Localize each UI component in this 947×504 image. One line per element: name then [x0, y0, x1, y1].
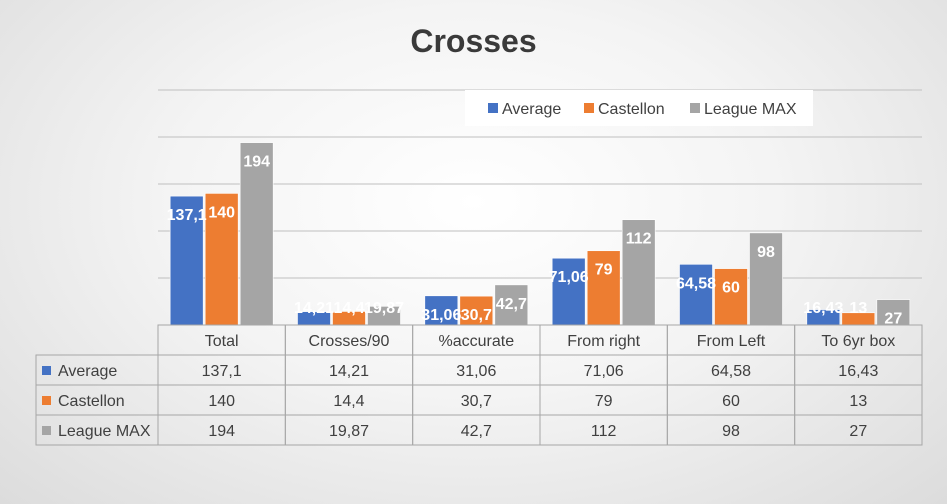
table-series-name: League MAX: [58, 423, 151, 440]
table-legend-key: [42, 366, 51, 375]
data-label: 140: [208, 204, 235, 221]
table-header-label: From right: [567, 333, 640, 350]
legend: Average Castellon League MAX: [465, 90, 813, 126]
table-cell-value: 98: [722, 423, 740, 440]
data-label: 112: [626, 231, 652, 248]
data-label: 16,43: [803, 300, 843, 317]
bar: [714, 268, 748, 326]
bar: [621, 219, 656, 326]
table-legend-key: [42, 426, 51, 435]
bar: [494, 284, 529, 326]
table-header-label: To 6yr box: [821, 333, 895, 350]
data-label: 14,4: [333, 300, 364, 317]
table-cell-value: 71,06: [584, 363, 624, 380]
data-label: 60: [722, 280, 740, 297]
table-legend-key: [42, 396, 51, 405]
legend-swatch: [690, 103, 700, 113]
bars: [169, 142, 911, 326]
table-cell-value: 19,87: [329, 423, 369, 440]
legend-box: [465, 90, 813, 126]
table-cell-value: 14,4: [333, 393, 364, 410]
data-label: 98: [757, 244, 775, 261]
legend-entry: League MAX: [704, 101, 797, 118]
table-cell-value: 13: [849, 393, 867, 410]
bar: [876, 299, 911, 326]
data-label: 194: [243, 154, 270, 171]
data-label: 137,1: [167, 207, 207, 224]
table-cell-value: 194: [208, 423, 235, 440]
table-header-label: %accurate: [439, 333, 515, 350]
table-cell-value: 112: [591, 423, 617, 440]
table-cell-value: 31,06: [456, 363, 496, 380]
bar: [679, 263, 713, 326]
table-cell-value: 64,58: [711, 363, 751, 380]
data-label: 31,06: [421, 307, 461, 324]
table-header-label: Crosses/90: [309, 333, 390, 350]
bar: [551, 257, 586, 326]
legend-swatch: [584, 103, 594, 113]
table-cell-value: 140: [208, 393, 235, 410]
chart-title: Crosses: [410, 23, 536, 59]
data-label: 19,87: [364, 300, 404, 317]
table-cell-value: 27: [849, 423, 867, 440]
data-labels: 137,1 140 194 14,21 14,4 19,87 31,06 30,742,7 71…: [167, 154, 903, 328]
table-header-label: Total: [205, 333, 239, 350]
bar: [169, 195, 204, 326]
data-table: Total Crosses/90 %accurate From right From L…: [35, 324, 923, 446]
table-cell: [794, 414, 923, 446]
data-label: 42,7: [496, 296, 527, 313]
bar: [204, 193, 239, 326]
table-cell-value: 16,43: [838, 363, 878, 380]
bar: [586, 250, 621, 326]
table-series-name: Average: [58, 363, 117, 380]
table-cell-value: 30,7: [461, 393, 492, 410]
data-label: 27: [884, 311, 902, 328]
bar: [239, 142, 274, 326]
data-label: 13: [849, 300, 867, 317]
table-cell-value: 42,7: [461, 423, 492, 440]
data-label: 30,7: [461, 307, 492, 324]
table-cell-value: 14,21: [329, 363, 369, 380]
data-label: 64,58: [676, 275, 716, 292]
legend-entry: Castellon: [598, 101, 665, 118]
table-series-name: Castellon: [58, 393, 125, 410]
bar: [424, 295, 459, 326]
legend-entry: Average: [502, 101, 561, 118]
data-label: 71,06: [549, 269, 589, 286]
table-cell-value: 137,1: [202, 363, 242, 380]
bar: [459, 295, 494, 326]
data-label: 79: [595, 262, 613, 279]
data-label: 14,21: [294, 300, 334, 317]
legend-swatch: [488, 103, 498, 113]
table-header-label: From Left: [697, 333, 766, 350]
table-cell-value: 79: [595, 393, 613, 410]
table-cell-value: 60: [722, 393, 740, 410]
